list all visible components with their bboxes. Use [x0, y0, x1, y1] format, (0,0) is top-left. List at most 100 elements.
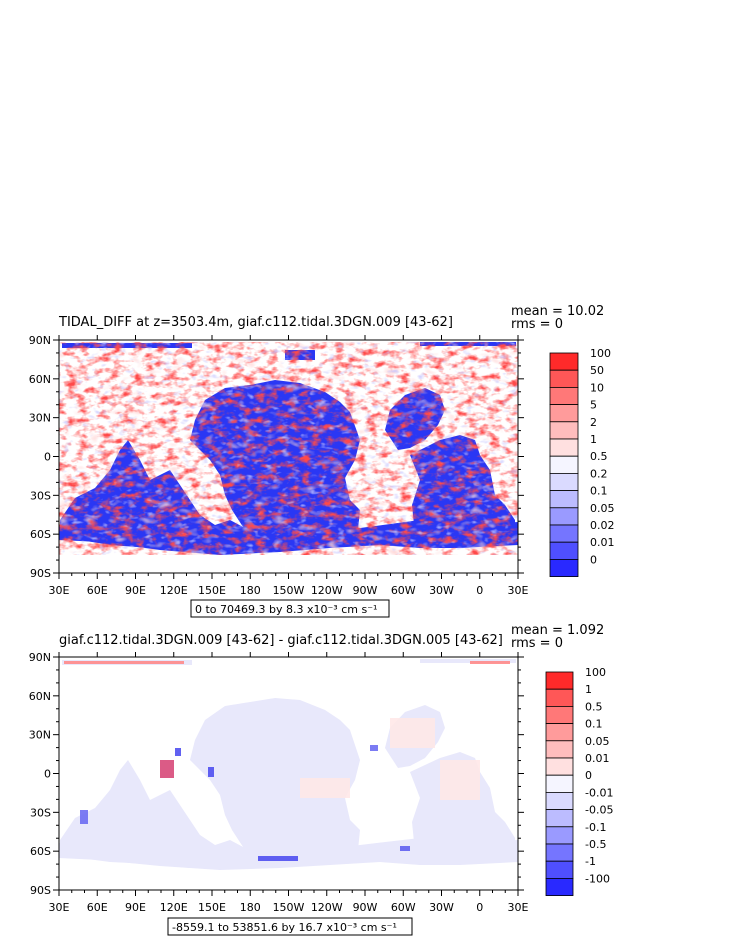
panel-2-x-tick-label: 30E	[49, 901, 70, 914]
panel-1-rms: rms = 0	[511, 317, 563, 332]
panel-1-title: TIDAL_DIFF at z=3503.4m, giaf.c112.tidal…	[58, 315, 453, 330]
panel-2-colorbar-label: -1	[585, 855, 596, 868]
panel-1-x-tick-label: 180	[240, 584, 261, 597]
panel-2-y-tick-label: 30N	[29, 729, 51, 742]
panel-2-colorbar-swatch	[545, 757, 574, 776]
panel-2-y-tick-label: 60N	[29, 690, 51, 703]
panel-1-colorbar-label: 50	[590, 364, 604, 377]
panel-1-x-tick-label: 30W	[429, 584, 454, 597]
panel-1-range-label: 0 to 70469.3 by 8.3 x10⁻³ cm s⁻¹	[195, 603, 377, 616]
panel-2-colorbar-swatch	[545, 671, 574, 690]
panel-2-colorbar: 100 1 0.5 0.1 0.05 0.01 0 -0.01 -0.05 -0.1 -0.5 -1 -…	[545, 666, 613, 897]
panel-1-x-tick-label: 90E	[125, 584, 146, 597]
panel-1-y-tick-label: 60S	[30, 528, 51, 541]
panel-1-colorbar-label: 0.01	[590, 536, 615, 549]
panel-2-colorbar-label: 1	[585, 683, 592, 696]
panel-1: TIDAL_DIFF at z=3503.4m, giaf.c112.tidal…	[29, 304, 615, 618]
panel-1-x-tick-label: 30E	[49, 584, 70, 597]
panel-2-y-tick-label: 60S	[30, 845, 51, 858]
panel-1-colorbar-label: 0.2	[590, 467, 608, 480]
panel-1-x-tick-label: 120E	[160, 584, 188, 597]
panel-2-colorbar-swatch	[545, 826, 574, 845]
panel-1-y-tick-label: 30S	[30, 489, 51, 502]
panel-2-rms: rms = 0	[511, 636, 563, 651]
panel-1-range-box: 0 to 70469.3 by 8.3 x10⁻³ cm s⁻¹	[190, 599, 390, 618]
panel-1-colorbar-label: 10	[590, 381, 604, 394]
panel-2-range-label: -8559.1 to 53851.6 by 16.7 x10⁻³ cm s⁻¹	[172, 921, 397, 934]
panel-1-y-tick-label: 90S	[30, 567, 51, 580]
panel-1-colorbar-label: 0.02	[590, 519, 615, 532]
panel-1-colorbar-label: 5	[590, 399, 597, 412]
panel-2-x-tick-label: 0	[476, 901, 483, 914]
panel-2-x-tick-label: 150E	[198, 901, 226, 914]
panel-1-y-axis: 90N 60N 30N 0 30S 60S 90S	[29, 334, 524, 580]
panel-2-colorbar-swatch	[545, 723, 574, 742]
panel-1-colorbar-label: 2	[590, 416, 597, 429]
panel-2-y-tick-label: 30S	[30, 806, 51, 819]
panel-1-colorbar: 100 50 10 5 2 1 0.5 0.2 0.1 0.05 0.02 0.01 0	[549, 347, 615, 578]
panel-1-x-tick-label: 150E	[198, 584, 226, 597]
panel-2-ocean-field	[59, 659, 518, 870]
panel-1-ocean-field	[59, 342, 518, 555]
panel-1-colorbar-swatch	[549, 352, 579, 371]
panel-1-colorbar-swatch	[549, 386, 579, 405]
panel-2-x-tick-label: 60E	[87, 901, 108, 914]
panel-2-colorbar-label: -0.05	[585, 804, 613, 817]
panel-1-y-tick-label: 30N	[29, 412, 51, 425]
panel-2-colorbar-swatch	[545, 706, 574, 725]
panel-1-colorbar-label: 0.05	[590, 502, 615, 515]
panel-1-x-tick-label: 60E	[87, 584, 108, 597]
panel-1-mean: mean = 10.02	[511, 304, 604, 319]
panel-1-colorbar-swatch	[549, 490, 579, 509]
panel-2-colorbar-swatch	[545, 860, 574, 879]
panel-1-colorbar-swatch	[549, 507, 579, 526]
panel-1-colorbar-swatch	[549, 472, 579, 491]
panel-1-colorbar-swatch	[549, 524, 579, 543]
panel-1-colorbar-swatch	[549, 421, 579, 440]
panel-2-x-tick-label: 120E	[160, 901, 188, 914]
panel-2-colorbar-label: -100	[585, 872, 610, 885]
panel-2-range-box: -8559.1 to 53851.6 by 16.7 x10⁻³ cm s⁻¹	[167, 917, 413, 936]
panel-2-x-tick-label: 30W	[429, 901, 454, 914]
panel-2-colorbar-swatch	[545, 688, 574, 707]
panel-1-colorbar-label: 0	[590, 553, 597, 566]
panel-2-x-tick-label: 60W	[391, 901, 416, 914]
panel-2-title: giaf.c112.tidal.3DGN.009 [43-62] - giaf.…	[59, 633, 503, 648]
panel-2-colorbar-label: 0.01	[585, 752, 610, 765]
panel-2-x-tick-label: 150W	[273, 901, 305, 914]
panel-2-colorbar-swatch	[545, 774, 574, 793]
panel-1-x-tick-label: 0	[476, 584, 483, 597]
panel-2-colorbar-label: -0.01	[585, 786, 613, 799]
panel-1-x-tick-label: 150W	[273, 584, 305, 597]
panel-2: giaf.c112.tidal.3DGN.009 [43-62] - giaf.…	[29, 623, 613, 936]
panel-2-colorbar-swatch	[545, 740, 574, 759]
panel-2-map	[58, 656, 519, 891]
panel-2-colorbar-label: 0.5	[585, 700, 603, 713]
panel-1-colorbar-swatch	[549, 455, 579, 474]
panel-1-y-tick-label: 90N	[29, 334, 51, 347]
panel-2-y-tick-label: 0	[44, 768, 51, 781]
panel-1-x-tick-label: 90W	[353, 584, 378, 597]
panel-1-colorbar-label: 100	[590, 347, 611, 360]
panel-2-colorbar-swatch	[545, 809, 574, 828]
panel-2-x-tick-label: 90W	[353, 901, 378, 914]
panel-2-colorbar-label: 0.05	[585, 735, 610, 748]
panel-1-x-tick-label: 60W	[391, 584, 416, 597]
panel-1-colorbar-label: 1	[590, 433, 597, 446]
panel-1-colorbar-swatch	[549, 404, 579, 423]
panel-2-x-axis: 30E 60E 90E 120E 150E 180 150W 120W 90W 60W 30W 0 30…	[49, 652, 529, 914]
panel-2-colorbar-label: -0.5	[585, 838, 606, 851]
panel-1-x-tick-label: 30E	[508, 584, 529, 597]
panel-2-x-tick-label: 180	[240, 901, 261, 914]
panel-1-x-tick-label: 120W	[311, 584, 343, 597]
panel-1-colorbar-label: 0.1	[590, 485, 608, 498]
panel-2-x-tick-label: 120W	[311, 901, 343, 914]
panel-2-colorbar-swatch	[545, 792, 574, 811]
panel-1-map	[58, 339, 519, 574]
panel-2-y-axis: 90N 60N 30N 0 30S 60S 90S	[29, 651, 524, 897]
panel-2-y-tick-label: 90S	[30, 884, 51, 897]
panel-2-colorbar-label: 0	[585, 769, 592, 782]
panel-2-mean: mean = 1.092	[511, 623, 604, 638]
panel-2-colorbar-label: -0.1	[585, 821, 606, 834]
panel-2-x-tick-label: 90E	[125, 901, 146, 914]
